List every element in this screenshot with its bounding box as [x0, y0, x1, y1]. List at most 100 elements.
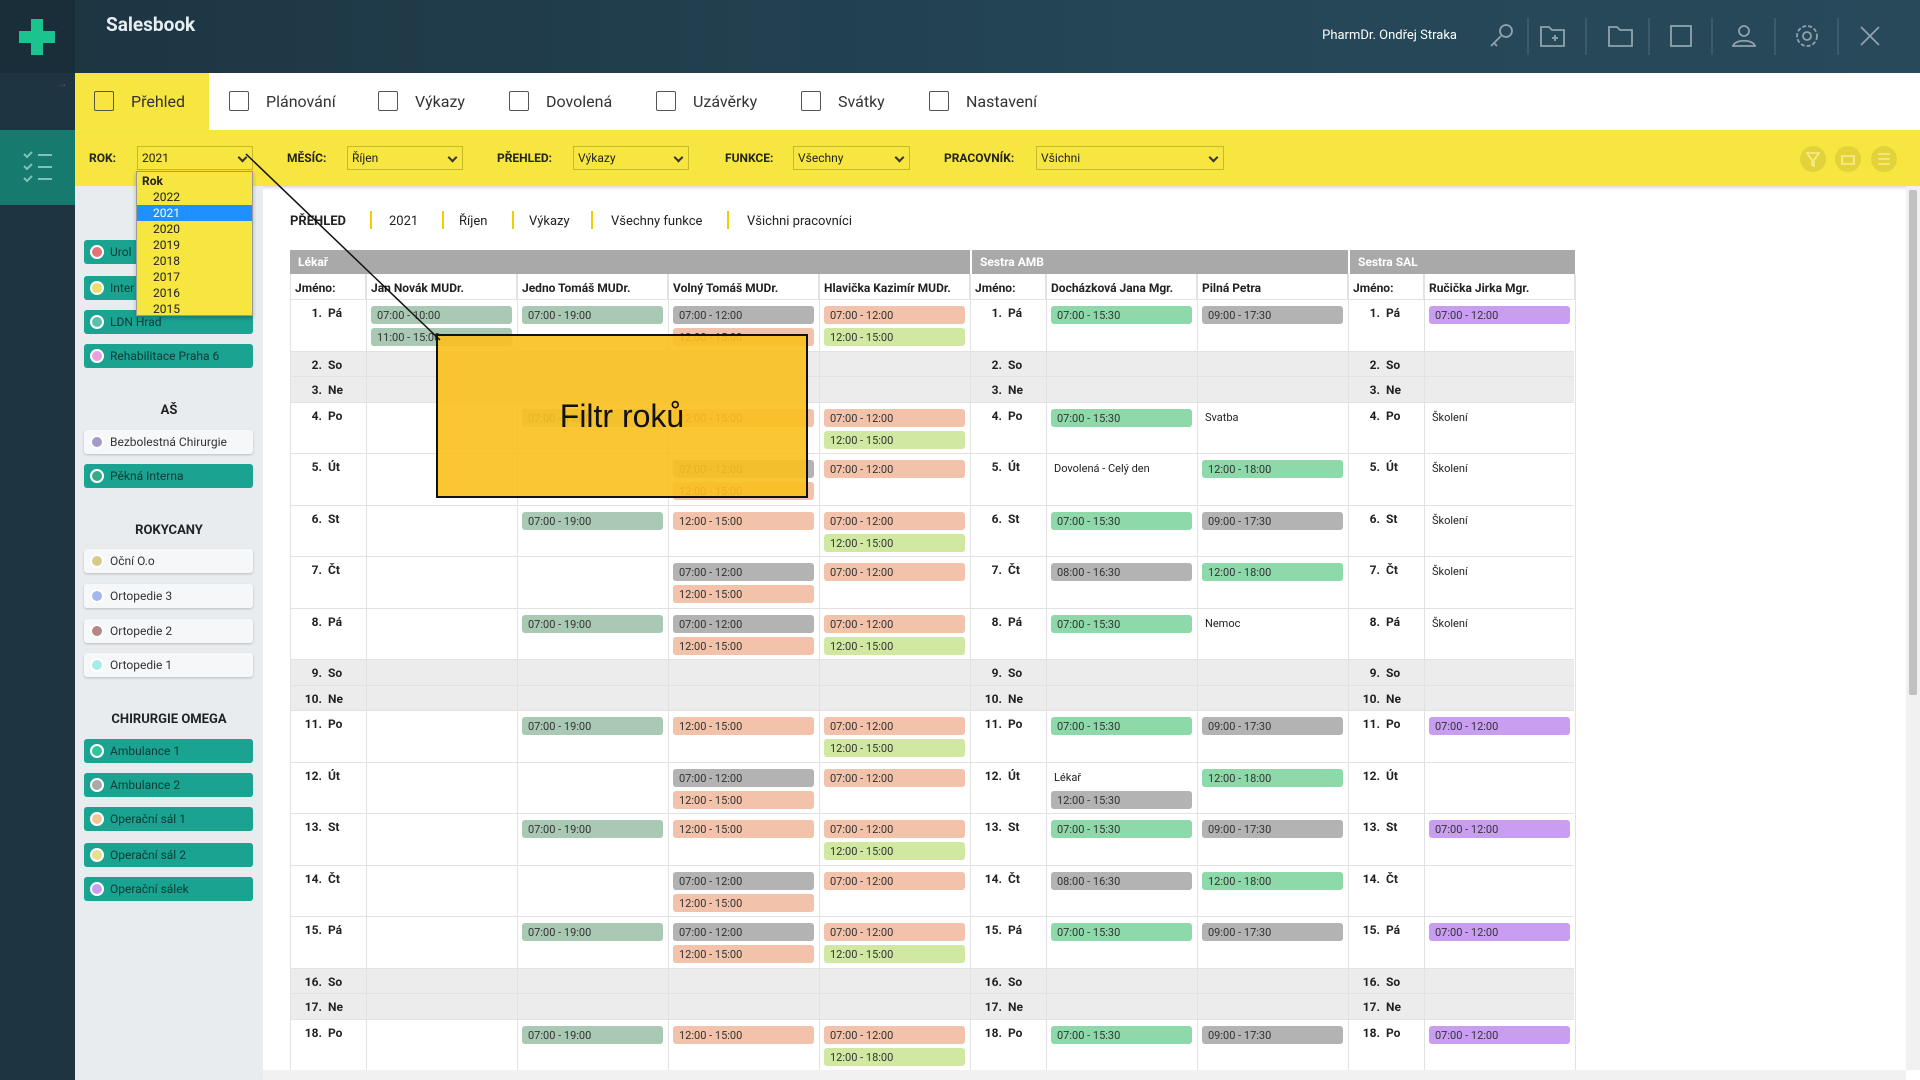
shift-chip[interactable]: 07:00 - 12:00 [673, 768, 814, 787]
shift-chip[interactable]: 12:00 - 15:00 [673, 790, 814, 809]
shift-chip[interactable]: 07:00 - 12:00 [1429, 717, 1570, 735]
shift-chip[interactable]: 12:00 - 15:00 [824, 636, 965, 655]
filter-select[interactable]: Říjen [347, 146, 463, 170]
shift-chip[interactable]: 07:00 - 19:00 [522, 614, 663, 633]
shift-chip[interactable]: 07:00 - 12:00 [824, 717, 965, 735]
nav-item[interactable]: Plánování [266, 92, 336, 111]
shift-chip[interactable]: 07:00 - 12:00 [673, 923, 814, 941]
nav-item[interactable]: Výkazy [415, 92, 465, 111]
column-header[interactable]: Jedno Tomáš MUDr. [517, 274, 668, 300]
shift-chip[interactable]: 07:00 - 15:30 [1051, 306, 1192, 324]
breadcrumb-item[interactable]: Všichni pracovníci [747, 214, 852, 229]
shift-chip[interactable]: 12:00 - 15:00 [673, 511, 814, 530]
nav-item[interactable]: Přehled [131, 92, 186, 111]
shift-chip[interactable]: 07:00 - 15:30 [1051, 717, 1192, 735]
shift-chip[interactable]: 12:00 - 15:00 [824, 739, 965, 757]
shift-chip[interactable]: 09:00 - 17:30 [1202, 717, 1343, 735]
shift-chip[interactable]: 07:00 - 12:00 [673, 871, 814, 890]
department-button[interactable]: Operační sálek [84, 877, 253, 901]
department-button[interactable]: Bezbolestná Chirurgie [84, 430, 253, 454]
shift-chip[interactable]: 07:00 - 12:00 [673, 563, 814, 581]
filter-select[interactable]: Všichni [1036, 146, 1224, 170]
shift-chip[interactable]: 12:00 - 15:00 [824, 945, 965, 963]
department-button[interactable]: Pěkná Interna [84, 464, 253, 488]
shift-chip[interactable]: 07:00 - 12:00 [1429, 306, 1570, 324]
shift-chip[interactable]: 07:00 - 19:00 [522, 717, 663, 735]
dropdown-option[interactable]: 2021 [137, 205, 252, 221]
shift-chip[interactable]: 07:00 - 12:00 [824, 768, 965, 787]
department-button[interactable]: Ortopedie 3 [84, 584, 253, 608]
dropdown-option[interactable]: 2019 [153, 238, 180, 252]
shift-chip[interactable]: 07:00 - 12:00 [1429, 1025, 1570, 1044]
shift-chip[interactable]: 07:00 - 15:30 [1051, 614, 1192, 633]
settings-icon[interactable] [1796, 25, 1818, 47]
shift-chip[interactable]: 07:00 - 12:00 [824, 923, 965, 941]
shift-chip[interactable]: 09:00 - 17:30 [1202, 923, 1343, 941]
shift-chip[interactable]: 12:00 - 15:00 [824, 533, 965, 552]
nav-icon[interactable] [94, 91, 114, 111]
shift-chip[interactable]: 12:00 - 15:00 [673, 820, 814, 838]
nav-icon[interactable] [656, 91, 676, 111]
filter-select[interactable]: Výkazy [573, 146, 689, 170]
nav-item[interactable]: Nastavení [966, 92, 1038, 111]
breadcrumb-item[interactable]: Všechny funkce [611, 214, 703, 229]
nav-item[interactable]: Svátky [838, 92, 885, 111]
shift-chip[interactable]: 07:00 - 12:00 [824, 460, 965, 478]
shift-chip[interactable]: 12:00 - 18:00 [1202, 871, 1343, 890]
shift-chip[interactable]: 07:00 - 19:00 [522, 306, 663, 324]
shift-chip[interactable]: 12:00 - 18:00 [1202, 768, 1343, 787]
department-button[interactable]: Ambulance 2 [84, 773, 253, 797]
dropdown-option[interactable]: 2017 [153, 270, 180, 284]
column-header[interactable]: Pilná Petra [1197, 274, 1348, 300]
shift-chip[interactable]: 12:00 - 15:00 [673, 1025, 814, 1044]
column-header[interactable]: Hlavička Kazimír MUDr. [819, 274, 970, 300]
dropdown-option[interactable]: 2015 [153, 302, 180, 316]
folder-icon[interactable] [1608, 26, 1633, 47]
department-button[interactable]: Rehabilitace Praha 6 [84, 344, 253, 368]
shift-chip[interactable]: 07:00 - 10:00 [371, 306, 512, 324]
filter-select[interactable]: Všechny [793, 146, 910, 170]
shift-chip[interactable]: 12:00 - 15:00 [824, 430, 965, 449]
shift-chip[interactable]: 12:00 - 15:00 [824, 328, 965, 346]
department-button[interactable]: Ortopedie 2 [84, 619, 253, 643]
user-name[interactable]: PharmDr. Ondřej Straka [1322, 28, 1457, 43]
shift-chip[interactable]: 12:00 - 15:00 [673, 636, 814, 655]
nav-icon[interactable] [229, 91, 249, 111]
breadcrumb-item[interactable]: 2021 [389, 214, 419, 229]
shift-chip[interactable]: 12:00 - 18:00 [824, 1047, 965, 1066]
shift-chip[interactable]: 12:00 - 18:00 [1202, 563, 1343, 581]
shift-chip[interactable]: 09:00 - 17:30 [1202, 511, 1343, 530]
print-action[interactable] [1835, 146, 1861, 172]
dropdown-option[interactable]: 2018 [153, 254, 180, 268]
column-header[interactable]: Ručička Jirka Mgr. [1424, 274, 1575, 300]
nav-icon[interactable] [509, 91, 529, 111]
folder-add-icon[interactable] [1540, 26, 1565, 47]
filter-select[interactable]: 2021 [137, 146, 253, 170]
shift-chip[interactable]: 07:00 - 12:00 [824, 820, 965, 838]
shift-chip[interactable]: 07:00 - 12:00 [673, 614, 814, 633]
collapse-arrow[interactable]: → [56, 76, 68, 90]
shift-chip[interactable]: 07:00 - 12:00 [824, 306, 965, 324]
column-header[interactable]: Volný Tomáš MUDr. [668, 274, 819, 300]
nav-icon[interactable] [378, 91, 398, 111]
shift-chip[interactable]: 12:00 - 15:00 [824, 842, 965, 860]
department-button[interactable]: Ambulance 1 [84, 739, 253, 763]
shift-chip[interactable]: 07:00 - 15:30 [1051, 408, 1192, 427]
shift-chip[interactable]: 07:00 - 12:00 [824, 563, 965, 581]
breadcrumb-item[interactable]: Výkazy [529, 214, 570, 229]
shift-chip[interactable]: 12:00 - 15:00 [673, 585, 814, 603]
shift-chip[interactable]: 07:00 - 19:00 [522, 511, 663, 530]
shift-chip[interactable]: 08:00 - 16:30 [1051, 871, 1192, 890]
dropdown-option[interactable]: 2016 [153, 286, 180, 300]
shift-chip[interactable]: 12:00 - 15:00 [673, 945, 814, 963]
filter-action[interactable] [1800, 146, 1826, 172]
column-header[interactable]: Jan Novák MUDr. [366, 274, 517, 300]
shift-chip[interactable]: 07:00 - 15:30 [1051, 820, 1192, 838]
shift-chip[interactable]: 12:00 - 15:00 [673, 717, 814, 735]
shift-chip[interactable]: 07:00 - 15:30 [1051, 1025, 1192, 1044]
shift-chip[interactable]: 07:00 - 12:00 [824, 1025, 965, 1044]
shift-chip[interactable]: 09:00 - 17:30 [1202, 306, 1343, 324]
shift-chip[interactable]: 07:00 - 12:00 [1429, 923, 1570, 941]
department-button[interactable]: Operační sál 2 [84, 843, 253, 867]
column-header[interactable]: Docházková Jana Mgr. [1046, 274, 1197, 300]
